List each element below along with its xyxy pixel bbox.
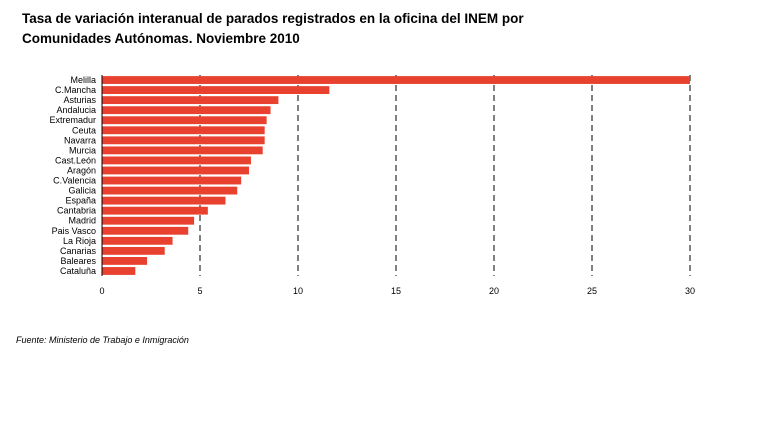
- bar-cast-le-n: [102, 156, 251, 165]
- bar-arag-n: [102, 166, 249, 175]
- category-label: Cantabria: [57, 206, 96, 216]
- category-label: Cast.León: [55, 155, 96, 165]
- chart-title: Tasa de variación interanual de parados …: [22, 9, 622, 49]
- bar-murcia: [102, 146, 263, 155]
- chart-title-line2: Comunidades Autónomas. Noviembre 2010: [22, 31, 300, 46]
- category-label: Madrid: [68, 216, 96, 226]
- category-label: Canarias: [60, 246, 97, 256]
- category-label: Aragón: [67, 165, 96, 175]
- x-tick-label: 25: [587, 286, 597, 296]
- category-label: C.Valencia: [53, 176, 96, 186]
- bar-asturias: [102, 96, 279, 105]
- category-label: España: [65, 196, 96, 206]
- chart-title-line1: Tasa de variación interanual de parados …: [22, 11, 524, 26]
- x-tick-label: 20: [489, 286, 499, 296]
- category-label: La Rioja: [63, 236, 96, 246]
- bar-canarias: [102, 246, 165, 255]
- bar-madrid: [102, 216, 195, 225]
- bar-la-rioja: [102, 236, 173, 245]
- source-note: Fuente: Ministerio de Trabajo e Inmigrac…: [16, 335, 189, 345]
- category-label: Asturias: [63, 95, 96, 105]
- category-label: Ceuta: [72, 125, 96, 135]
- bar-andalucia: [102, 106, 271, 115]
- category-label: Galicia: [68, 186, 96, 196]
- bar-galicia: [102, 186, 238, 195]
- bar-c-valencia: [102, 176, 242, 185]
- bar-melilla: [102, 76, 690, 84]
- category-label: Murcia: [69, 145, 96, 155]
- x-tick-label: 15: [391, 286, 401, 296]
- category-label: Melilla: [70, 75, 96, 85]
- bar-c-mancha: [102, 86, 330, 94]
- bar-cantabria: [102, 206, 208, 215]
- category-label: Cataluña: [60, 266, 96, 276]
- bar-espa-a: [102, 196, 226, 205]
- category-label: Baleares: [60, 256, 96, 266]
- bar-extremadur: [102, 116, 267, 125]
- category-label: Pais Vasco: [52, 226, 96, 236]
- category-label: Extremadur: [49, 115, 96, 125]
- x-tick-label: 10: [293, 286, 303, 296]
- bar-catalu-a: [102, 267, 136, 275]
- x-tick-label: 30: [685, 286, 695, 296]
- bar-navarra: [102, 136, 265, 145]
- bar-ceuta: [102, 126, 265, 135]
- bar-pais-vasco: [102, 226, 189, 235]
- category-label: C.Mancha: [55, 85, 96, 95]
- bar-baleares: [102, 257, 148, 265]
- x-tick-label: 0: [99, 286, 104, 296]
- category-label: Andalucia: [56, 105, 96, 115]
- x-tick-label: 5: [197, 286, 202, 296]
- category-label: Navarra: [64, 135, 96, 145]
